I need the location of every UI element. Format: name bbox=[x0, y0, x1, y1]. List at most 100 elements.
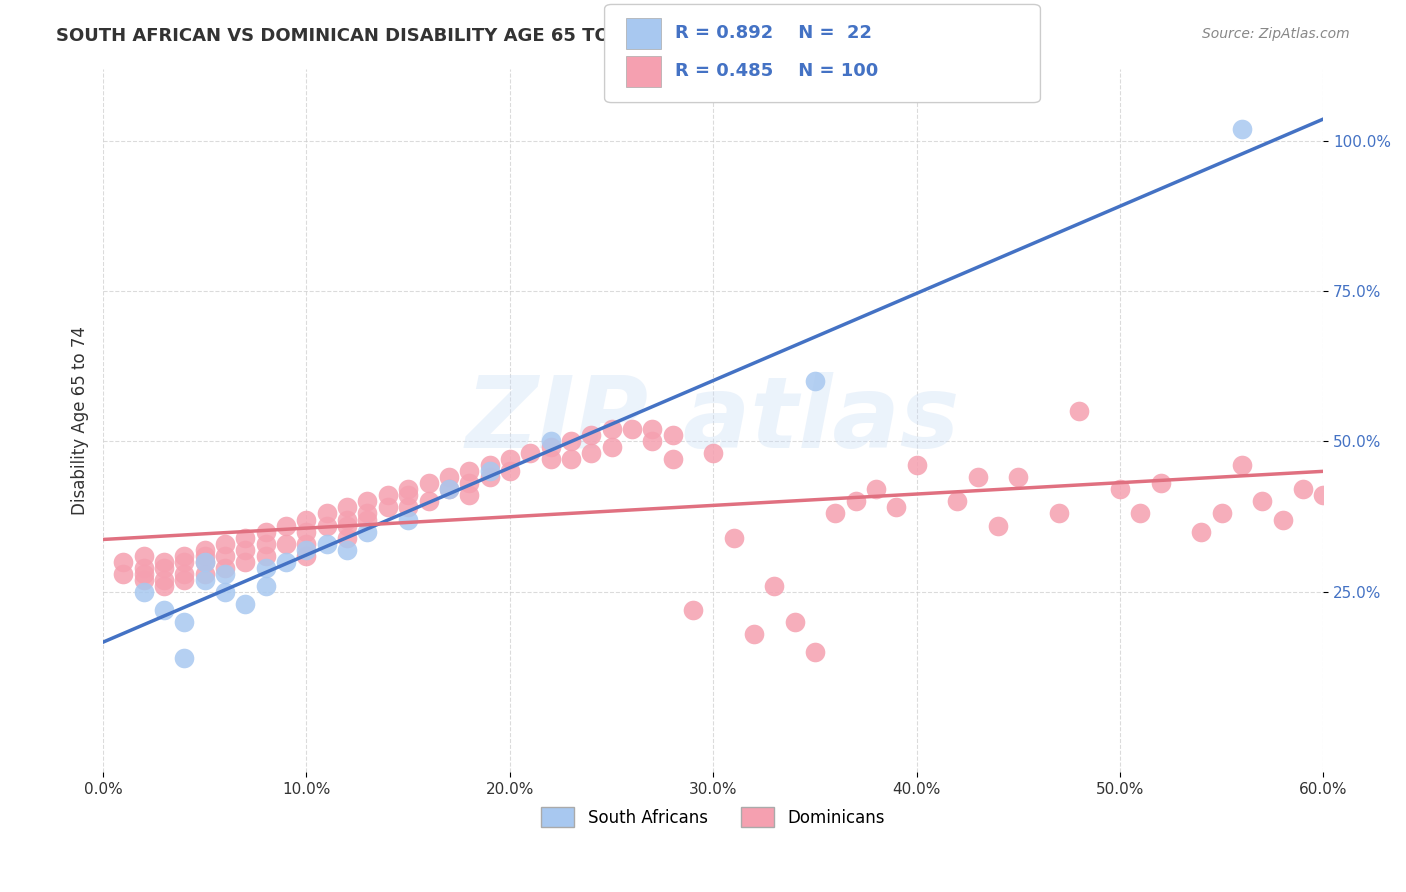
Point bbox=[254, 524, 277, 539]
Point bbox=[235, 555, 257, 569]
Point bbox=[418, 494, 440, 508]
Point bbox=[418, 476, 440, 491]
Point bbox=[804, 374, 827, 388]
Point bbox=[560, 434, 582, 449]
Point bbox=[153, 603, 176, 617]
Point bbox=[235, 531, 257, 545]
Text: ZIP atlas: ZIP atlas bbox=[465, 372, 960, 469]
Point bbox=[1007, 470, 1029, 484]
Point bbox=[214, 566, 236, 581]
Point bbox=[458, 464, 481, 478]
Point bbox=[540, 434, 562, 449]
Point bbox=[1109, 483, 1132, 497]
Point bbox=[499, 452, 522, 467]
Point bbox=[295, 512, 318, 526]
Point bbox=[641, 434, 664, 449]
Point bbox=[173, 650, 195, 665]
Point bbox=[600, 441, 623, 455]
Point bbox=[214, 560, 236, 574]
Point bbox=[1149, 476, 1171, 491]
Point bbox=[336, 531, 359, 545]
Point bbox=[254, 536, 277, 550]
Point bbox=[254, 579, 277, 593]
Point bbox=[214, 536, 236, 550]
Point bbox=[1069, 404, 1091, 418]
Point bbox=[336, 500, 359, 515]
Point bbox=[519, 446, 541, 460]
Point bbox=[396, 488, 419, 502]
Point bbox=[295, 542, 318, 557]
Point bbox=[295, 549, 318, 563]
Point bbox=[1047, 507, 1070, 521]
Point bbox=[620, 422, 643, 436]
Point bbox=[540, 441, 562, 455]
Point bbox=[437, 483, 460, 497]
Point bbox=[478, 470, 501, 484]
Point bbox=[112, 555, 135, 569]
Point bbox=[458, 476, 481, 491]
Point bbox=[336, 512, 359, 526]
Point bbox=[132, 566, 155, 581]
Point bbox=[437, 470, 460, 484]
Point bbox=[194, 555, 217, 569]
Point bbox=[254, 549, 277, 563]
Point bbox=[214, 584, 236, 599]
Point bbox=[173, 555, 195, 569]
Point bbox=[132, 573, 155, 587]
Point bbox=[132, 560, 155, 574]
Point bbox=[377, 488, 399, 502]
Point bbox=[804, 645, 827, 659]
Point bbox=[315, 536, 337, 550]
Point bbox=[478, 464, 501, 478]
Point bbox=[295, 536, 318, 550]
Point bbox=[356, 507, 378, 521]
Point bbox=[702, 446, 724, 460]
Point bbox=[1230, 458, 1253, 473]
Point bbox=[865, 483, 887, 497]
Point bbox=[194, 549, 217, 563]
Text: Source: ZipAtlas.com: Source: ZipAtlas.com bbox=[1202, 27, 1350, 41]
Point bbox=[173, 615, 195, 629]
Point bbox=[946, 494, 969, 508]
Point bbox=[1129, 507, 1152, 521]
Point bbox=[276, 518, 298, 533]
Point bbox=[173, 573, 195, 587]
Point bbox=[478, 458, 501, 473]
Point bbox=[153, 560, 176, 574]
Point bbox=[499, 464, 522, 478]
Point bbox=[235, 542, 257, 557]
Point bbox=[723, 531, 745, 545]
Point bbox=[987, 518, 1010, 533]
Point bbox=[173, 566, 195, 581]
Point bbox=[1230, 121, 1253, 136]
Point bbox=[276, 536, 298, 550]
Point bbox=[1312, 488, 1334, 502]
Point bbox=[153, 555, 176, 569]
Point bbox=[1292, 483, 1315, 497]
Text: SOUTH AFRICAN VS DOMINICAN DISABILITY AGE 65 TO 74 CORRELATION CHART: SOUTH AFRICAN VS DOMINICAN DISABILITY AG… bbox=[56, 27, 863, 45]
Text: R = 0.892    N =  22: R = 0.892 N = 22 bbox=[675, 24, 872, 42]
Point bbox=[437, 483, 460, 497]
Point bbox=[214, 549, 236, 563]
Point bbox=[356, 524, 378, 539]
Point bbox=[884, 500, 907, 515]
Point bbox=[742, 626, 765, 640]
Point bbox=[396, 483, 419, 497]
Point bbox=[824, 507, 846, 521]
Point bbox=[1271, 512, 1294, 526]
Point bbox=[336, 518, 359, 533]
Point bbox=[153, 573, 176, 587]
Point bbox=[641, 422, 664, 436]
Point bbox=[560, 452, 582, 467]
Point bbox=[356, 512, 378, 526]
Legend: South Africans, Dominicans: South Africans, Dominicans bbox=[534, 800, 891, 834]
Point bbox=[540, 452, 562, 467]
Y-axis label: Disability Age 65 to 74: Disability Age 65 to 74 bbox=[72, 326, 89, 515]
Point bbox=[661, 452, 683, 467]
Point bbox=[194, 555, 217, 569]
Point bbox=[1189, 524, 1212, 539]
Point bbox=[194, 573, 217, 587]
Point bbox=[336, 542, 359, 557]
Point bbox=[132, 584, 155, 599]
Point bbox=[579, 428, 602, 442]
